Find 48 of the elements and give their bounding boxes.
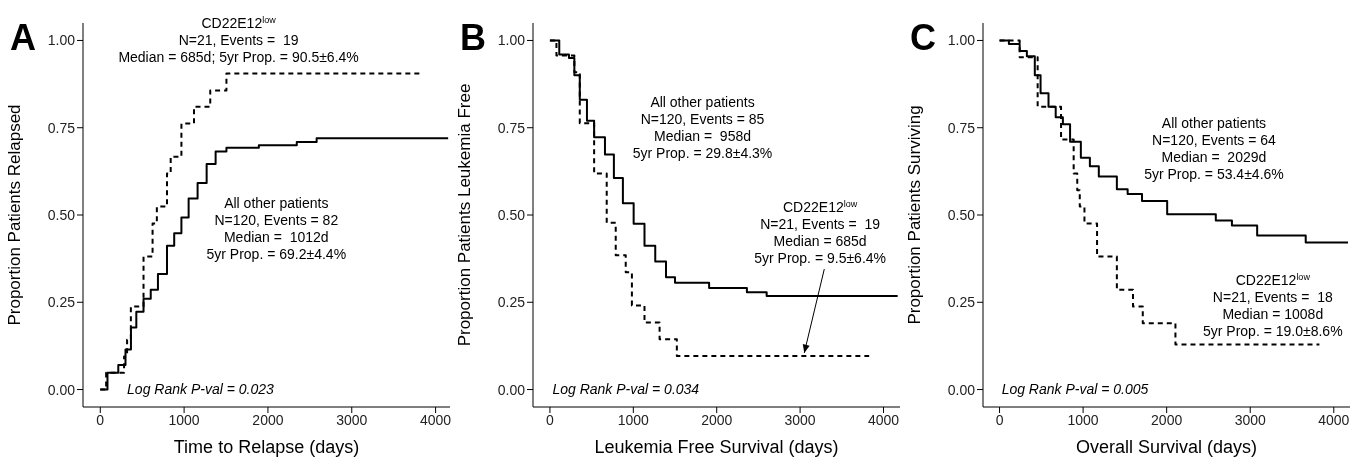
x-tick-label: 3000 [336, 411, 368, 428]
y-tick-label: 0.00 [47, 381, 76, 398]
x-tick-label: 0 [546, 411, 555, 428]
y-tick-label: 1.00 [497, 32, 526, 49]
annotation: CD22E12$^{low}$ N=21, Events = 18 Median = 1008d 5yr Prop. = 19.0±8.6% [1202, 271, 1343, 339]
x-tick-label: 0 [995, 411, 1004, 428]
x-tick-label: 1000 [1067, 411, 1099, 428]
chart-title: C [910, 17, 936, 58]
x-tick-label: 3000 [784, 411, 816, 428]
y-tick-label: 0.00 [497, 381, 526, 398]
x-tick-label: 4000 [420, 411, 452, 428]
annotation: All other patients N=120, Events = 82 Median = 1012d 5yr Prop. = 69.2±4.4% [206, 195, 347, 263]
y-tick-label: 0.75 [947, 119, 976, 136]
annotation: All other patients N=120, Events = 64 Median = 2029d 5yr Prop. = 53.4±4.6% [1144, 114, 1284, 182]
y-axis-title: Proportion Patients Surviving [905, 105, 925, 325]
y-tick-label: 0.00 [947, 381, 976, 398]
annotation: CD22E12$^{low}$ N=21, Events = 19 Median = 685d 5yr Prop. = 9.5±6.4% [754, 198, 887, 266]
y-axis-title: Proportion Patients Relapsed [5, 104, 25, 326]
y-tick-label: 1.00 [47, 32, 76, 49]
x-tick-label: 3000 [1234, 411, 1267, 428]
x-tick-label: 2000 [1151, 411, 1183, 428]
chart-title: A [10, 17, 36, 58]
y-tick-label: 0.75 [47, 119, 76, 136]
x-tick-label: 2000 [701, 411, 733, 428]
y-tick-label: 0.50 [497, 206, 526, 223]
annotation: All other patients N=120, Events = 85 Median = 958d 5yr Prop. = 29.8±4.3% [632, 93, 773, 161]
x-tick-label: 1000 [617, 411, 650, 428]
y-axis-title: Proportion Patients Leukemia Free [455, 83, 475, 347]
y-tick-label: 0.50 [947, 206, 976, 223]
x-axis-title: Leukemia Free Survival (days) [594, 437, 839, 457]
y-tick-label: 0.25 [497, 294, 526, 311]
y-tick-label: 0.75 [497, 119, 526, 136]
annotation: CD22E12$^{low}$ N=21, Events = 19 Median = 685d; 5yr Prop. = 90.5±6.4% [118, 15, 359, 66]
y-tick-label: 0.25 [947, 294, 976, 311]
y-tick-label: 1.00 [947, 32, 976, 49]
x-tick-label: 4000 [1318, 411, 1350, 428]
x-axis-title: Overall Survival (days) [1075, 437, 1258, 457]
y-tick-label: 0.50 [47, 206, 76, 223]
x-tick-label: 1000 [168, 411, 200, 428]
chart-title: B [460, 17, 486, 58]
annotation: Log Rank P-val = 0.005 [1001, 380, 1149, 397]
x-axis-title: Time to Relapse (days) [173, 437, 360, 457]
annotation: Log Rank P-val = 0.034 [552, 380, 700, 397]
annotation: Log Rank P-val = 0.023 [127, 380, 275, 397]
x-tick-label: 0 [96, 411, 105, 428]
y-tick-label: 0.25 [47, 294, 76, 311]
x-tick-label: 2000 [252, 411, 284, 428]
x-tick-label: 4000 [867, 411, 900, 428]
